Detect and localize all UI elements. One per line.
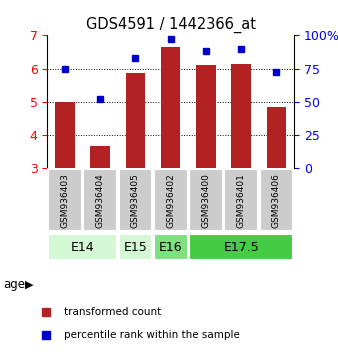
Text: E15: E15	[124, 241, 147, 254]
Bar	[154, 234, 188, 261]
Bar	[119, 169, 152, 231]
Text: age: age	[3, 279, 25, 291]
Bar	[232, 63, 251, 168]
Bar	[48, 169, 82, 231]
Bar	[154, 169, 188, 231]
Text: E16: E16	[159, 241, 183, 254]
Bar	[126, 74, 145, 168]
Text: E14: E14	[71, 241, 94, 254]
Text: percentile rank within the sample: percentile rank within the sample	[64, 330, 239, 341]
Bar	[189, 234, 293, 261]
Text: GSM936405: GSM936405	[131, 173, 140, 228]
Text: GSM936400: GSM936400	[201, 173, 211, 228]
Text: GSM936401: GSM936401	[237, 173, 246, 228]
Bar	[260, 169, 293, 231]
Text: GSM936403: GSM936403	[61, 173, 69, 228]
Text: transformed count: transformed count	[64, 307, 161, 318]
Bar	[161, 47, 180, 168]
Bar	[91, 146, 110, 168]
Bar	[224, 169, 258, 231]
Bar	[196, 65, 216, 168]
Text: E17.5: E17.5	[223, 241, 259, 254]
Bar	[48, 234, 117, 261]
Bar	[267, 107, 286, 168]
Text: ▶: ▶	[25, 280, 34, 290]
Text: GSM936402: GSM936402	[166, 173, 175, 228]
Title: GDS4591 / 1442366_at: GDS4591 / 1442366_at	[86, 16, 256, 33]
Text: GSM936406: GSM936406	[272, 173, 281, 228]
Bar	[119, 234, 152, 261]
Bar	[189, 169, 223, 231]
Text: GSM936404: GSM936404	[96, 173, 105, 228]
Bar	[55, 102, 75, 168]
Bar	[83, 169, 117, 231]
